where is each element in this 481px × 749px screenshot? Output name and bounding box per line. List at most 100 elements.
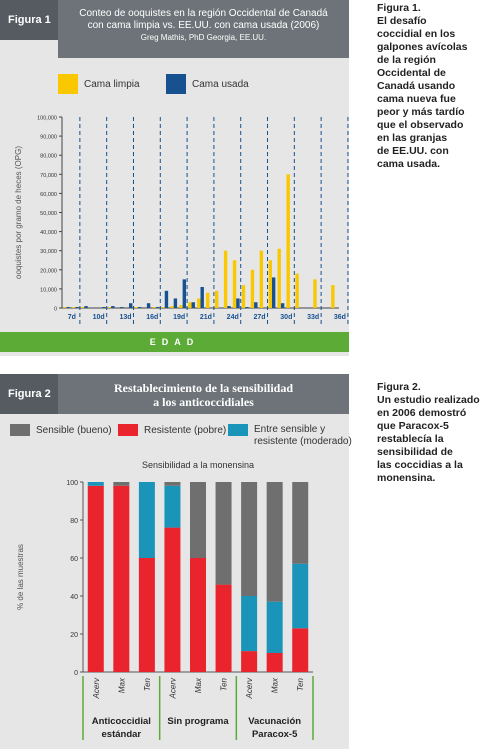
figure1-caption-line: cama nueva fue	[377, 93, 456, 105]
y-tick-label: 0	[54, 307, 57, 313]
bar-sensible	[164, 482, 181, 486]
bar-resistente	[241, 651, 258, 672]
figure1-caption-line: Canadá usando	[377, 80, 456, 92]
y-axis-label: % de las muestras	[16, 544, 25, 610]
figure1-caption-line: que el observado	[377, 119, 464, 131]
figure1-edad-band: EDAD	[0, 332, 349, 352]
figure2-caption-line: las coccidias a la	[377, 459, 463, 471]
figure1-chart: 0 10,000 20,000 30,000 40,000 50,000 60,000 70,…	[14, 116, 349, 324]
figure1-caption-line: El desafío	[377, 15, 427, 27]
bar-used	[111, 306, 115, 308]
y-tick-label: 100	[66, 480, 78, 487]
legend-cama-limpia-label: Cama limpia	[84, 78, 140, 90]
figure1-caption-line: de la región	[377, 54, 436, 66]
legend-resistente: Resistente (pobre)	[118, 424, 226, 436]
x-tick-label: 21d	[200, 314, 212, 321]
legend-swatch-resistente	[118, 424, 138, 436]
bar-used	[236, 298, 240, 308]
figure1-caption: Figura 1. El desafío coccidial en los galp…	[377, 2, 481, 171]
x-tick-label: Max	[271, 677, 280, 693]
y-tick-label: 100,000	[37, 116, 57, 122]
legend-entre: Entre sensible y resistente (moderado)	[228, 424, 352, 448]
figure2-caption-line: que Paracox-5	[377, 420, 449, 432]
bar-sensible	[113, 482, 130, 486]
bar-used	[137, 307, 142, 308]
figure2-caption-line: monensina.	[377, 472, 436, 484]
y-tick-label: 80	[70, 518, 78, 525]
bar-resistente	[215, 584, 232, 672]
bar-used	[245, 307, 249, 308]
figure1-caption-line: coccidial en los	[377, 28, 456, 40]
bar-clean	[72, 307, 76, 308]
y-tick-label: 80,000	[40, 154, 57, 160]
x-tick-label: Acerv	[92, 677, 101, 699]
bar-entre	[87, 482, 104, 486]
figure1-caption-line: en las granjas	[377, 132, 448, 144]
y-tick-label: 20	[70, 632, 78, 639]
bar-clean	[170, 306, 174, 308]
bar-clean	[268, 260, 272, 308]
bar-used	[75, 307, 79, 308]
legend-sensible: Sensible (bueno)	[10, 424, 112, 436]
bar-sensible	[266, 482, 283, 602]
legend-sensible-label: Sensible (bueno)	[36, 424, 112, 436]
bar-resistente	[292, 628, 309, 672]
bar-entre	[292, 563, 309, 629]
x-tick-label: Ten	[143, 677, 152, 691]
bar-clean	[107, 307, 112, 308]
x-tick-label: 7d	[68, 314, 76, 321]
y-tick-label: 70,000	[40, 173, 57, 179]
x-tick-label: 30d	[280, 314, 292, 321]
bar-clean	[313, 279, 317, 308]
bar-resistente	[138, 558, 155, 672]
bar-sensible	[190, 482, 206, 558]
bar-clean	[223, 250, 228, 308]
bar-sensible	[241, 482, 258, 596]
figure2-caption-line: Un estudio realizado	[377, 394, 480, 406]
y-tick-label: 10,000	[40, 287, 57, 293]
bar-sensible	[215, 482, 232, 585]
legend-swatch-clean	[58, 74, 78, 94]
bar-entre	[266, 601, 283, 653]
figure1-caption-title: Figura 1.	[377, 2, 421, 14]
y-tick-label: 20,000	[40, 268, 57, 274]
bar-clean	[80, 307, 85, 308]
bar-resistente	[164, 527, 181, 672]
group-label: Anticoccidial	[92, 716, 151, 727]
bar-used	[271, 277, 276, 308]
legend-swatch-sensible	[10, 424, 30, 436]
y-tick-label: 30,000	[40, 249, 57, 255]
figure2-title-line2: a los anticoccidiales	[153, 395, 254, 409]
bar-sensible	[292, 482, 309, 564]
figure1-label: Figura 1	[0, 0, 58, 40]
bar-resistente	[87, 485, 104, 672]
figure2-title: Restablecimiento de la sensibilidad a lo…	[58, 374, 349, 414]
x-tick-label: Ten	[296, 677, 305, 691]
x-tick-label: Ten	[220, 677, 229, 691]
bar-used	[182, 279, 187, 308]
figure2-caption-line: restablecía la	[377, 433, 444, 445]
figure1-caption-line: Occidental de	[377, 67, 446, 79]
bar-clean	[277, 248, 281, 308]
figure2-caption-line: sensibilidad de	[377, 446, 453, 458]
x-tick-label: 10d	[93, 314, 105, 321]
figure2-chart: Sensibilidad a la monensina 0 20 40 60 80 100%…	[16, 460, 314, 740]
bar-used	[129, 303, 133, 308]
bar-used	[173, 298, 178, 308]
legend-swatch-entre	[228, 424, 248, 436]
group-label: Sin programa	[167, 716, 229, 727]
bar-clean	[161, 307, 165, 308]
bar-clean	[331, 285, 335, 308]
x-tick-label: Max	[194, 677, 203, 693]
y-tick-label: 0	[74, 670, 78, 677]
bar-clean	[214, 290, 219, 308]
y-tick-label: 40	[70, 594, 78, 601]
figure1-caption-line: galpones avícolas	[377, 41, 468, 53]
y-tick-label: 50,000	[40, 211, 57, 217]
bar-used	[227, 306, 231, 308]
group-label: estándar	[102, 729, 142, 740]
bar-resistente	[266, 653, 283, 672]
legend-entre-label-1: Entre sensible y	[254, 424, 326, 435]
bar-entre	[241, 596, 258, 652]
bar-entre	[138, 482, 155, 558]
